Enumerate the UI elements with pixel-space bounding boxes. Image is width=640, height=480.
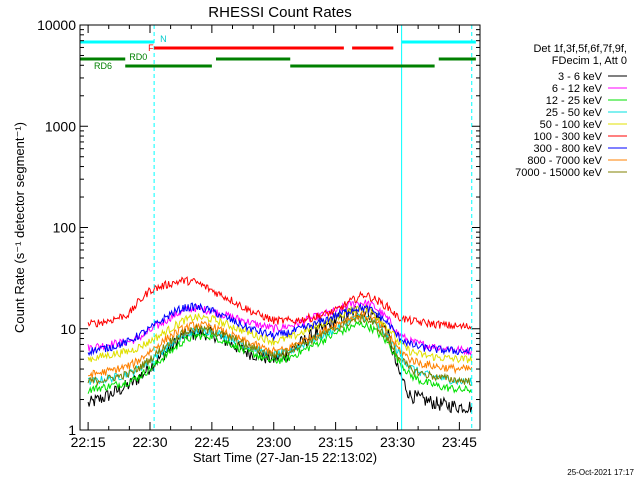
- x-tick-label: 23:30: [380, 434, 415, 450]
- flag-label-rd6: RD6: [94, 61, 112, 71]
- flag-label-n: N: [160, 34, 167, 44]
- series-line-4: [87, 303, 473, 364]
- x-tick-label: 22:30: [132, 434, 167, 450]
- legend-entry-label: 800 - 7000 keV: [527, 155, 602, 167]
- series-line-5: [87, 276, 473, 330]
- flag-label-f: F: [148, 43, 154, 53]
- chart-title: RHESSI Count Rates: [208, 4, 351, 21]
- legend-entry-label: 50 - 100 keV: [540, 119, 603, 131]
- x-tick-label: 23:45: [442, 434, 477, 450]
- y-axis-label: Count Rate (s⁻¹ detector segment⁻¹): [12, 122, 27, 333]
- legend-entry-label: 3 - 6 keV: [558, 71, 603, 83]
- legend-entry-label: 25 - 50 keV: [546, 107, 603, 119]
- footer-timestamp: 25-Oct-2021 17:17: [567, 468, 634, 477]
- y-tick-label: 10000: [37, 17, 76, 33]
- x-tick-label: 22:45: [194, 434, 229, 450]
- flag-label-rd0: RD0: [129, 52, 147, 62]
- series-line-0: [87, 306, 473, 414]
- legend-header-line: FDecim 1, Att 0: [552, 55, 627, 67]
- legend-entry-label: 12 - 25 keV: [546, 95, 603, 107]
- legend-entry-label: 6 - 12 keV: [552, 83, 603, 95]
- y-tick-label: 1000: [45, 118, 76, 134]
- x-tick-label: 23:00: [256, 434, 291, 450]
- x-tick-label: 23:15: [318, 434, 353, 450]
- legend-header-line: Det 1f,3f,5f,6f,7f,9f,: [533, 43, 627, 55]
- series-line-7: [88, 311, 473, 379]
- legend-entry-label: 7000 - 15000 keV: [515, 167, 603, 179]
- y-tick-label: 1: [68, 422, 76, 438]
- series-line-6: [87, 302, 473, 357]
- x-tick-label: 22:15: [71, 434, 106, 450]
- y-tick-label: 10: [60, 321, 76, 337]
- x-axis-label: Start Time (27-Jan-15 22:13:02): [193, 450, 377, 465]
- series-line-8: [87, 313, 472, 387]
- series-line-2: [87, 320, 473, 394]
- y-tick-label: 100: [53, 220, 77, 236]
- legend-entry-label: 100 - 300 keV: [534, 131, 603, 143]
- legend-entry-label: 300 - 800 keV: [534, 143, 603, 155]
